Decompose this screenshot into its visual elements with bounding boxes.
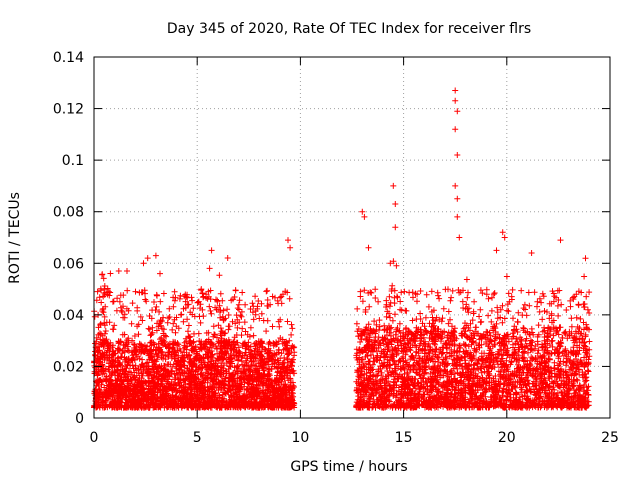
x-tick-label: 10 [291,430,309,446]
x-axis-label: GPS time / hours [290,459,407,475]
x-tick-label: 25 [601,430,619,446]
y-tick-label: 0.08 [53,205,84,221]
y-tick-label: 0.14 [53,50,84,66]
y-tick-label: 0 [75,411,84,427]
roti-series-markers [91,87,593,411]
data-points [91,87,593,411]
y-tick-label: 0.02 [53,359,84,375]
y-tick-label: 0.12 [53,102,84,118]
y-tick-label: 0.1 [62,153,84,169]
x-tick-label: 15 [395,430,413,446]
x-tick-label: 20 [498,430,516,446]
x-tick-label: 0 [90,430,99,446]
chart-title: Day 345 of 2020, Rate Of TEC Index for r… [167,21,531,37]
axis-ticks: 0 0.02 0.04 0.06 0.08 0.1 0.12 0.14 0 5 10 15 20 25 [53,50,619,446]
plot-frame [93,56,611,419]
y-tick-label: 0.06 [53,256,84,272]
y-tick-label: 0.04 [53,308,84,324]
x-tick-label: 5 [193,430,202,446]
y-axis-label: ROTI / TECUs [7,192,23,284]
